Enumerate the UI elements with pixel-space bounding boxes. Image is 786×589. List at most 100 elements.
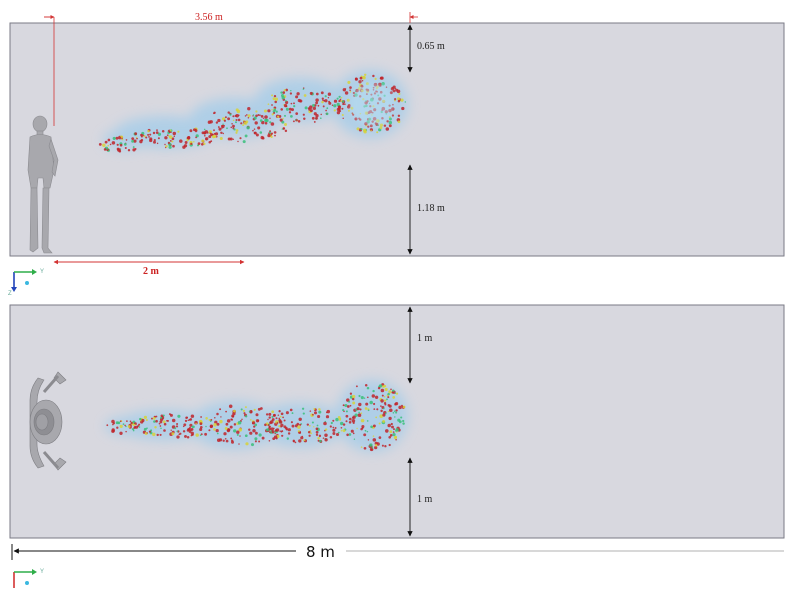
droplet: [208, 141, 211, 144]
droplet: [242, 409, 246, 413]
droplet: [352, 415, 356, 419]
droplet: [146, 432, 148, 434]
droplet: [360, 396, 364, 400]
droplet: [267, 103, 270, 106]
droplet: [187, 419, 190, 422]
droplet: [394, 416, 396, 418]
droplet: [271, 418, 275, 421]
droplet: [317, 104, 320, 107]
droplet: [283, 114, 287, 117]
droplet: [388, 117, 392, 121]
droplet: [157, 132, 162, 136]
droplet: [279, 415, 282, 418]
droplet: [337, 431, 340, 434]
droplet: [379, 414, 383, 418]
droplet: [396, 97, 400, 101]
droplet: [364, 383, 368, 387]
droplet: [312, 413, 314, 416]
droplet: [182, 430, 186, 433]
droplet: [238, 114, 240, 117]
droplet: [395, 409, 398, 412]
dimension-8m: 8 m: [11, 543, 784, 561]
droplet: [276, 422, 279, 424]
droplet: [377, 386, 381, 390]
droplet: [360, 128, 363, 131]
droplet: [264, 115, 268, 119]
droplet: [210, 133, 214, 137]
droplet: [372, 435, 375, 437]
droplet: [315, 116, 318, 120]
droplet: [224, 427, 228, 430]
droplet: [324, 438, 328, 442]
droplet: [297, 120, 301, 123]
droplet: [247, 117, 250, 119]
droplet: [297, 430, 300, 433]
droplet: [272, 437, 276, 440]
droplet: [338, 99, 341, 103]
droplet: [386, 120, 389, 123]
droplet: [251, 421, 256, 425]
droplet: [358, 80, 362, 84]
droplet: [284, 129, 288, 133]
droplet: [388, 120, 393, 125]
droplet: [371, 446, 374, 449]
droplet: [363, 73, 367, 77]
droplet: [373, 402, 376, 406]
droplet: [301, 407, 305, 410]
droplet: [269, 117, 271, 120]
droplet: [311, 421, 314, 424]
droplet: [274, 97, 279, 101]
droplet: [243, 121, 248, 125]
droplet: [231, 414, 235, 418]
droplet: [285, 411, 289, 415]
droplet: [360, 418, 365, 423]
droplet: [273, 112, 276, 114]
droplet: [362, 75, 366, 80]
droplet: [280, 412, 284, 416]
dimension-2m: 2 m: [53, 259, 245, 277]
droplet: [231, 123, 233, 125]
droplet: [223, 432, 227, 436]
droplet: [135, 136, 138, 139]
droplet: [404, 101, 407, 103]
droplet: [208, 135, 212, 139]
droplet: [205, 417, 208, 420]
droplet: [248, 410, 251, 413]
droplet: [392, 89, 396, 93]
droplet: [340, 430, 343, 432]
droplet: [297, 425, 301, 429]
droplet: [391, 114, 394, 117]
droplet: [293, 105, 296, 108]
droplet: [336, 107, 341, 112]
droplet: [217, 126, 220, 128]
droplet: [398, 92, 401, 95]
droplet: [279, 430, 281, 432]
droplet: [374, 445, 378, 450]
droplet: [253, 131, 257, 135]
droplet: [374, 444, 378, 447]
droplet: [268, 416, 271, 419]
droplet: [348, 400, 351, 403]
droplet: [325, 415, 330, 419]
droplet: [140, 133, 143, 137]
droplet: [277, 414, 280, 416]
droplet: [156, 129, 158, 131]
droplet: [230, 126, 233, 129]
droplet: [188, 427, 191, 431]
droplet: [208, 429, 211, 432]
droplet: [229, 425, 233, 429]
droplet: [315, 92, 319, 96]
droplet: [268, 131, 271, 134]
droplet: [234, 114, 237, 118]
droplet: [290, 421, 293, 424]
droplet: [151, 417, 153, 420]
droplet: [348, 417, 352, 421]
droplet: [359, 76, 363, 80]
droplet: [378, 436, 382, 439]
droplet: [273, 427, 275, 430]
droplet: [195, 136, 197, 139]
droplet: [283, 419, 286, 422]
droplet: [250, 443, 255, 447]
droplet: [378, 422, 381, 425]
droplet: [324, 99, 328, 103]
